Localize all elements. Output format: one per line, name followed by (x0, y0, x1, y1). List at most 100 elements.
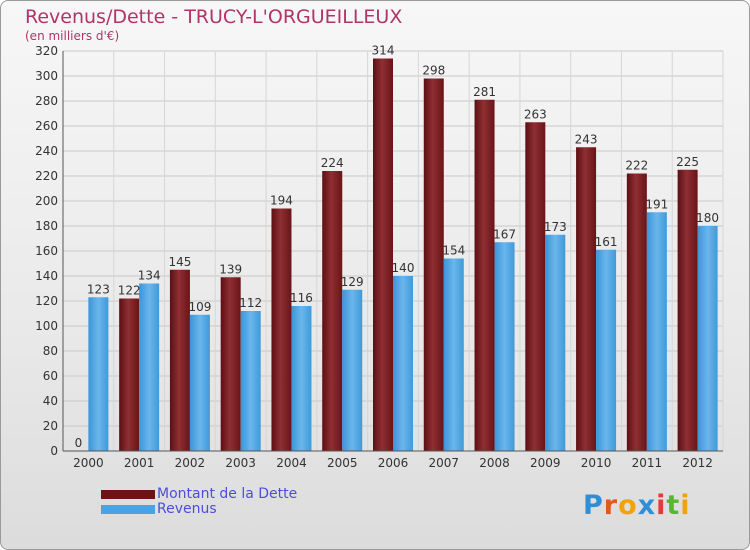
bar-revenus (596, 249, 617, 451)
bar-revenus (545, 234, 566, 451)
x-tick-label: 2000 (73, 456, 104, 470)
bar-dette (119, 298, 140, 451)
bar-revenus (443, 258, 464, 451)
x-tick-label: 2005 (327, 456, 358, 470)
y-tick-label: 200 (35, 194, 58, 208)
data-label-revenus: 134 (138, 269, 161, 283)
bar-dette (525, 122, 546, 451)
data-label-revenus: 129 (341, 275, 364, 289)
bar-dette (373, 58, 393, 451)
bar-dette (576, 147, 597, 451)
y-tick-label: 40 (43, 394, 58, 408)
bar-revenus (139, 283, 160, 451)
legend-label-revenus: Revenus (157, 501, 217, 517)
data-label-dette: 122 (118, 284, 141, 298)
data-label-dette: 225 (676, 155, 699, 169)
y-tick-label: 100 (35, 319, 58, 333)
x-tick-label: 2006 (378, 456, 409, 470)
data-label-revenus: 167 (493, 227, 516, 241)
data-label-dette: 263 (524, 107, 547, 121)
x-tick-label: 2009 (530, 456, 561, 470)
data-label-dette: 145 (168, 255, 191, 269)
legend-swatch-revenus (101, 505, 155, 514)
data-label-dette: 314 (372, 44, 395, 58)
y-tick-label: 80 (43, 344, 58, 358)
x-tick-label: 2004 (276, 456, 307, 470)
bar-revenus (646, 212, 667, 451)
y-tick-label: 260 (35, 119, 58, 133)
y-tick-label: 20 (43, 419, 58, 433)
x-tick-label: 2010 (581, 456, 612, 470)
x-tick-label: 2008 (479, 456, 510, 470)
bar-revenus (88, 297, 109, 451)
data-label-dette: 222 (625, 159, 648, 173)
bar-dette (626, 173, 647, 451)
logo-letter: x (637, 490, 657, 521)
x-tick-label: 2001 (124, 456, 155, 470)
data-label-dette: 281 (473, 85, 496, 99)
y-tick-label: 320 (35, 44, 58, 58)
bar-revenus (697, 226, 718, 451)
bar-revenus (240, 311, 261, 451)
y-tick-label: 240 (35, 144, 58, 158)
x-tick-label: 2002 (175, 456, 206, 470)
bar-dette (271, 208, 292, 451)
x-tick-label: 2003 (225, 456, 256, 470)
bar-dette (474, 99, 495, 451)
logo-letter: i (656, 490, 667, 521)
data-label-dette: 243 (575, 132, 598, 146)
logo-letter: P (583, 490, 604, 521)
data-label-revenus: 123 (87, 282, 110, 296)
data-label-revenus: 116 (290, 291, 313, 305)
y-tick-label: 280 (35, 94, 58, 108)
logo-letter: r (603, 490, 619, 521)
bar-revenus (291, 306, 312, 451)
chart-title: Revenus/Dette - TRUCY-L'ORGUEILLEUX (25, 6, 403, 28)
data-label-revenus: 109 (188, 300, 211, 314)
y-tick-label: 120 (35, 294, 58, 308)
y-tick-label: 220 (35, 169, 58, 183)
legend-swatch-dette (101, 490, 155, 499)
data-label-dette: 298 (422, 64, 445, 78)
data-label-revenus: 191 (645, 197, 668, 211)
y-tick-label: 180 (35, 219, 58, 233)
axis-layer: 0 20 40 60 80 100 120 140 160 180 200 220 240 260 280 3… (35, 44, 723, 470)
x-tick-label: 2011 (632, 456, 663, 470)
bar-revenus (494, 242, 515, 451)
data-label-dette: 139 (219, 262, 242, 276)
legend-label-dette: Montant de la Dette (157, 486, 298, 502)
data-label-revenus: 140 (392, 261, 415, 275)
logo-letter: i (680, 490, 691, 521)
chart-subtitle: (en milliers d'€) (25, 29, 120, 43)
bar-dette (169, 269, 190, 451)
data-label-revenus: 112 (239, 296, 262, 310)
data-label-revenus: 180 (696, 211, 719, 225)
data-label-revenus: 161 (595, 235, 618, 249)
y-tick-label: 0 (50, 444, 58, 458)
bar-dette (220, 277, 241, 451)
bar-dette (677, 169, 698, 451)
y-tick-label: 140 (35, 269, 58, 283)
bar-revenus (342, 289, 363, 451)
logo-letter: o (618, 490, 638, 521)
data-label-revenus: 154 (442, 244, 465, 258)
bar-dette (423, 78, 444, 451)
bars-layer (88, 58, 718, 451)
data-label-revenus: 173 (544, 220, 567, 234)
data-label-dette: 224 (321, 156, 344, 170)
data-label-dette: 0 (75, 436, 83, 450)
logo-letter: t (666, 490, 681, 521)
bar-dette (322, 171, 343, 451)
y-tick-label: 160 (35, 244, 58, 258)
y-tick-label: 60 (43, 369, 58, 383)
x-tick-label: 2007 (428, 456, 459, 470)
data-label-dette: 194 (270, 194, 293, 208)
x-tick-label: 2012 (682, 456, 713, 470)
proxiti-logo: Proxiti (583, 490, 691, 521)
bar-revenus (393, 276, 413, 451)
y-tick-label: 300 (35, 69, 58, 83)
bar-revenus (189, 314, 210, 451)
